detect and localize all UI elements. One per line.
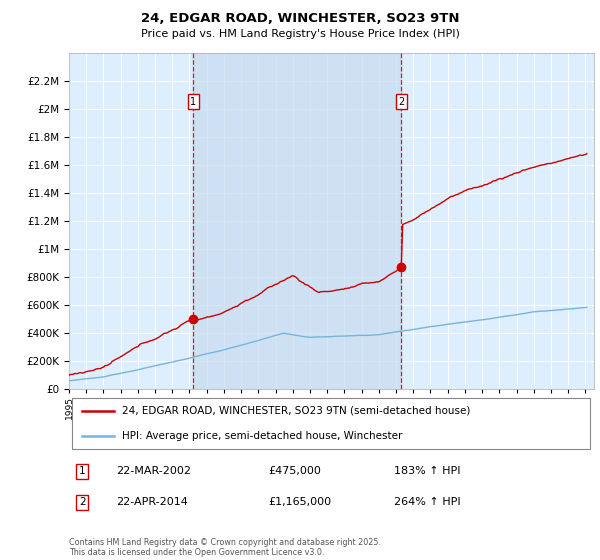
Text: 2: 2 bbox=[79, 497, 85, 507]
FancyBboxPatch shape bbox=[71, 398, 590, 449]
Text: 24, EDGAR ROAD, WINCHESTER, SO23 9TN (semi-detached house): 24, EDGAR ROAD, WINCHESTER, SO23 9TN (se… bbox=[121, 406, 470, 416]
Text: 24, EDGAR ROAD, WINCHESTER, SO23 9TN: 24, EDGAR ROAD, WINCHESTER, SO23 9TN bbox=[141, 12, 459, 25]
Text: Price paid vs. HM Land Registry's House Price Index (HPI): Price paid vs. HM Land Registry's House … bbox=[140, 29, 460, 39]
Text: HPI: Average price, semi-detached house, Winchester: HPI: Average price, semi-detached house,… bbox=[121, 431, 402, 441]
Text: £1,165,000: £1,165,000 bbox=[269, 497, 332, 507]
Text: 2: 2 bbox=[398, 97, 404, 107]
Text: Contains HM Land Registry data © Crown copyright and database right 2025.
This d: Contains HM Land Registry data © Crown c… bbox=[69, 538, 381, 557]
Text: 22-MAR-2002: 22-MAR-2002 bbox=[116, 466, 191, 476]
Bar bbox=[193, 53, 401, 389]
Text: £475,000: £475,000 bbox=[269, 466, 322, 476]
Text: 183% ↑ HPI: 183% ↑ HPI bbox=[395, 466, 461, 476]
Text: 22-APR-2014: 22-APR-2014 bbox=[116, 497, 188, 507]
Text: 1: 1 bbox=[79, 466, 85, 476]
Text: 1: 1 bbox=[190, 97, 196, 107]
Text: 264% ↑ HPI: 264% ↑ HPI bbox=[395, 497, 461, 507]
